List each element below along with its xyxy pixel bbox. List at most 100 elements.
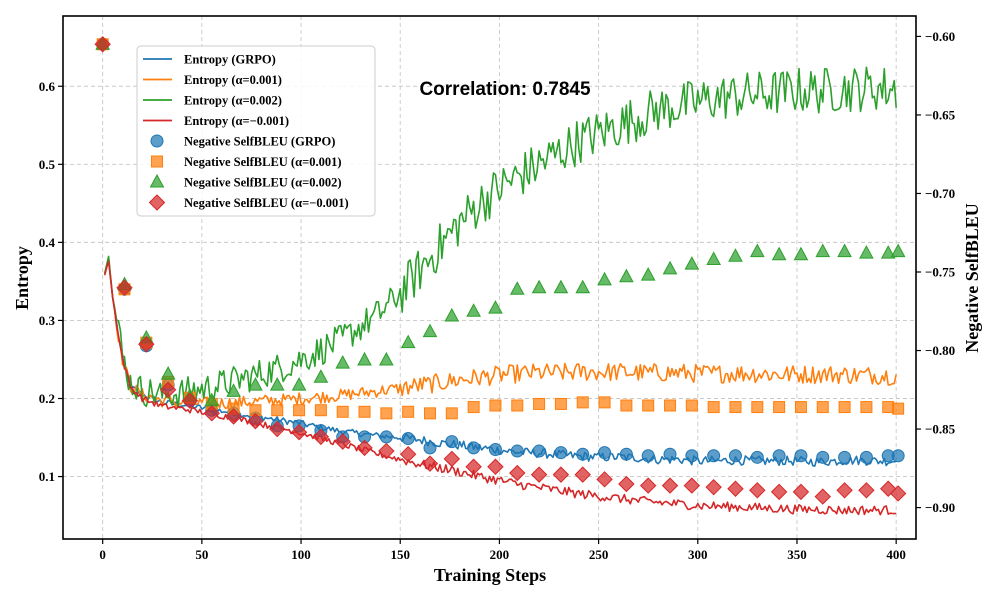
selfbleu-point-2 (509, 281, 525, 295)
selfbleu-point-1 (489, 399, 502, 412)
x-tick-label: 300 (688, 547, 708, 562)
x-tick-label: 400 (886, 547, 906, 562)
selfbleu-point-0 (576, 447, 590, 461)
selfbleu-point-1 (642, 399, 655, 412)
legend-marker-swatch (149, 173, 165, 188)
selfbleu-point-1 (816, 401, 829, 414)
selfbleu-point-2 (313, 369, 329, 383)
selfbleu-point-2 (684, 256, 700, 270)
selfbleu-point-3 (858, 482, 875, 499)
selfbleu-point-0 (554, 446, 568, 460)
right-tick-label: −0.90 (925, 500, 955, 515)
selfbleu-point-2 (357, 351, 372, 366)
legend-box (136, 45, 376, 217)
selfbleu-point-0 (794, 449, 808, 463)
selfbleu-point-2 (379, 351, 394, 366)
selfbleu-point-3 (465, 458, 482, 475)
selfbleu-point-3 (399, 445, 417, 463)
selfbleu-point-2 (248, 377, 263, 391)
selfbleu-point-3 (116, 279, 133, 296)
selfbleu-point-3 (814, 488, 831, 505)
selfbleu-point-3 (312, 428, 330, 446)
left-tick-label: 0.2 (39, 391, 55, 406)
selfbleu-point-3 (487, 458, 504, 475)
selfbleu-point-2 (890, 243, 906, 258)
selfbleu-point-2 (400, 334, 416, 349)
legend-entry-label: Entropy (α=−0.001) (184, 114, 289, 128)
selfbleu-point-1 (402, 405, 415, 418)
selfbleu-point-2 (335, 355, 351, 369)
selfbleu-point-2 (662, 260, 678, 275)
selfbleu-point-3 (596, 471, 613, 488)
selfbleu-point-3 (334, 433, 351, 450)
selfbleu-point-3 (421, 455, 439, 472)
selfbleu-point-2 (815, 243, 831, 258)
selfbleu-point-1 (336, 405, 349, 418)
selfbleu-point-2 (422, 323, 438, 338)
entropy-line-series-0 (103, 258, 897, 467)
left-tick-label: 0.5 (39, 157, 56, 172)
selfbleu-point-3 (639, 477, 657, 494)
legend-marker-swatch (151, 155, 163, 168)
selfbleu-point-3 (94, 36, 111, 53)
selfbleu-point-1 (751, 401, 764, 414)
selfbleu-point-2 (706, 251, 721, 265)
selfbleu-point-1 (620, 399, 633, 412)
left-axis-title: Entropy (12, 246, 32, 310)
selfbleu-point-2 (553, 279, 569, 294)
legend-entry-label: Negative SelfBLEU (α=−0.001) (184, 196, 349, 210)
selfbleu-point-1 (423, 407, 436, 420)
selfbleu-point-2 (291, 377, 307, 391)
selfbleu-point-0 (707, 449, 721, 463)
selfbleu-point-0 (663, 447, 677, 461)
x-tick-label: 150 (390, 547, 410, 562)
selfbleu-point-0 (488, 442, 502, 456)
right-axis-title: Negative SelfBLEU (962, 203, 982, 352)
legend-marker-swatch (148, 194, 166, 211)
selfbleu-point-0 (598, 446, 612, 460)
selfbleu-point-3 (661, 477, 679, 494)
selfbleu-point-1 (511, 399, 524, 412)
selfbleu-point-0 (816, 450, 830, 464)
entropy-line-series-2 (103, 66, 897, 409)
selfbleu-point-3 (770, 483, 788, 501)
left-tick-label: 0.3 (39, 313, 56, 328)
selfbleu-point-3 (181, 392, 199, 409)
selfbleu-point-3 (203, 405, 220, 422)
selfbleu-point-1 (271, 404, 284, 417)
x-tick-label: 50 (195, 547, 208, 562)
selfbleu-point-1 (882, 401, 895, 414)
selfbleu-point-3 (727, 480, 744, 497)
selfbleu-point-0 (891, 449, 905, 463)
right-tick-label: −0.60 (925, 29, 955, 44)
legend-entry-label: Negative SelfBLEU (α=0.001) (184, 155, 341, 169)
legend-entry-label: Entropy (GRPO) (184, 53, 276, 67)
selfbleu-point-1 (314, 404, 327, 417)
selfbleu-point-2 (488, 300, 503, 314)
selfbleu-point-1 (293, 404, 306, 417)
left-tick-label: 0.1 (39, 469, 55, 484)
selfbleu-point-2 (859, 245, 874, 259)
selfbleu-point-0 (532, 444, 546, 458)
right-tick-label: −0.75 (925, 265, 956, 280)
selfbleu-point-3 (378, 442, 395, 460)
selfbleu-point-3 (552, 466, 570, 483)
selfbleu-point-1 (445, 407, 458, 420)
selfbleu-point-3 (443, 450, 461, 468)
selfbleu-point-3 (225, 408, 242, 425)
selfbleu-point-3 (836, 482, 853, 499)
selfbleu-point-2 (575, 279, 591, 294)
legend-entry-label: Entropy (α=0.001) (184, 73, 282, 87)
selfbleu-point-3 (269, 420, 286, 438)
entropy-line-series-1 (103, 257, 897, 410)
selfbleu-point-3 (356, 439, 373, 457)
selfbleu-point-2 (640, 267, 656, 281)
selfbleu-point-1 (380, 407, 393, 420)
selfbleu-point-1 (860, 401, 873, 414)
x-tick-label: 200 (490, 547, 510, 562)
legend-entry-label: Negative SelfBLEU (GRPO) (184, 135, 335, 149)
selfbleu-point-1 (794, 401, 807, 414)
selfbleu-point-0 (510, 444, 524, 458)
correlation-annotation: Correlation: 0.7845 (419, 79, 590, 100)
selfbleu-point-3 (683, 477, 701, 494)
